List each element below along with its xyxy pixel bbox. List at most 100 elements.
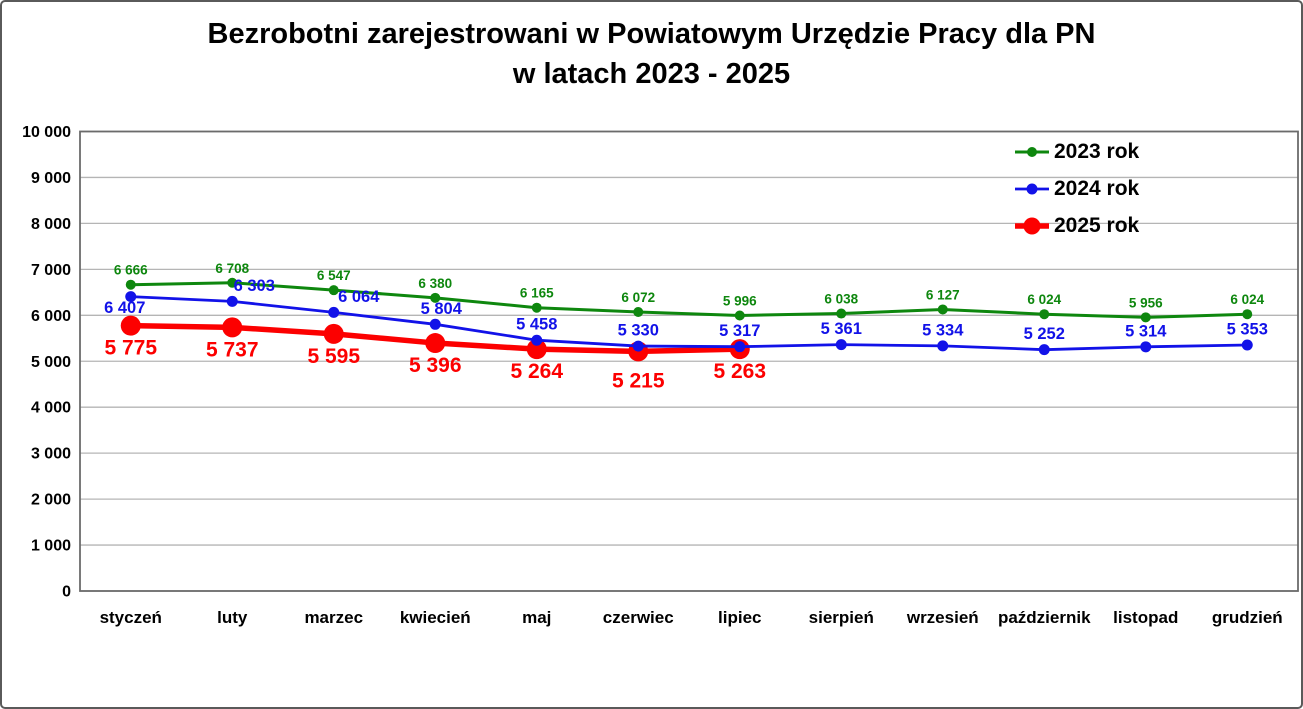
data-point-2023-rok (1242, 309, 1253, 320)
y-tick-label: 6 000 (31, 308, 71, 325)
x-tick-label: październik (998, 608, 1091, 627)
series-line-2023-rok (130, 281, 1248, 319)
data-point-2024-rok (328, 306, 340, 318)
data-point-2023-rok (734, 310, 745, 321)
legend-item-2025-rok: 2025 rok (1013, 207, 1139, 244)
data-point-2024-rok (937, 340, 949, 352)
data-point-2024-rok (226, 295, 238, 307)
chart-title-line2: w latach 2023 - 2025 (512, 58, 791, 90)
x-tick-label: grudzień (1212, 608, 1283, 627)
data-label: 5 314 (1125, 322, 1167, 340)
data-label: 5 458 (516, 316, 557, 334)
data-point-2024-rok (835, 339, 847, 351)
y-tick-label: 7 000 (31, 262, 71, 279)
data-label: 6 038 (824, 292, 858, 307)
data-label: 5 317 (719, 322, 760, 340)
data-point-2024-rok (734, 341, 746, 353)
legend-label: 2024 rok (1054, 176, 1140, 200)
data-label: 6 127 (926, 287, 960, 302)
data-label: 5 396 (409, 354, 462, 377)
data-label: 6 303 (234, 277, 275, 295)
y-tick-label: 5 000 (31, 354, 71, 371)
legend-label: 2025 rok (1054, 213, 1140, 237)
data-label: 6 666 (114, 263, 148, 278)
data-point-2024-rok (429, 318, 441, 330)
data-label: 6 380 (418, 276, 452, 291)
data-label: 6 547 (317, 268, 351, 283)
x-tick-label: styczeń (100, 608, 162, 627)
x-tick-label: marzec (304, 608, 363, 627)
legend-marker-icon (1015, 217, 1049, 234)
data-point-2024-rok (1038, 344, 1050, 356)
data-label: 5 737 (206, 338, 259, 361)
y-tick-label: 3 000 (31, 446, 71, 463)
data-label: 6 024 (1027, 292, 1061, 307)
y-tick-label: 4 000 (31, 400, 71, 417)
data-point-2023-rok (1039, 309, 1050, 320)
data-point-2023-rok (836, 308, 847, 319)
data-point-2024-rok (1241, 339, 1253, 351)
series-line-2024-rok (130, 295, 1248, 352)
x-tick-label: sierpień (809, 608, 874, 627)
data-label: 5 595 (307, 345, 360, 368)
legend-label: 2023 rok (1054, 139, 1140, 163)
data-point-2023-rok (531, 302, 542, 313)
x-tick-label: listopad (1113, 608, 1178, 627)
y-tick-label: 1 000 (31, 538, 71, 555)
data-label: 6 064 (338, 288, 380, 306)
data-label: 5 252 (1024, 325, 1065, 343)
x-tick-label: lipiec (718, 608, 761, 627)
data-point-2023-rok (328, 285, 339, 296)
data-label: 5 330 (618, 322, 659, 340)
chart-title-line1: Bezrobotni zarejestrowani w Powiatowym U… (207, 18, 1096, 50)
legend-marker-icon (1015, 146, 1049, 157)
data-label: 5 804 (421, 300, 463, 318)
data-label: 6 024 (1230, 292, 1264, 307)
chart-title: Bezrobotni zarejestrowani w Powiatowym U… (2, 14, 1301, 94)
plot-border (79, 130, 1299, 592)
data-point-2023-rok (1140, 312, 1151, 323)
data-point-2023-rok (227, 277, 238, 288)
y-tick-label: 2 000 (31, 492, 71, 509)
data-label: 5 353 (1227, 321, 1268, 339)
data-point-2024-rok (125, 291, 137, 303)
data-label: 5 264 (510, 360, 563, 383)
data-point-2025-rok (323, 323, 344, 344)
data-label: 6 072 (621, 290, 655, 305)
x-tick-label: kwiecień (400, 608, 471, 627)
legend-item-2023-rok: 2023 rok (1013, 133, 1139, 170)
data-point-2023-rok (937, 304, 948, 315)
legend: 2023 rok 2024 rok 2025 rok (1013, 133, 1139, 244)
data-point-2025-rok (526, 339, 547, 360)
data-label: 5 996 (723, 293, 757, 308)
data-label: 6 708 (215, 261, 249, 276)
y-tick-label: 10 000 (22, 124, 71, 141)
data-point-2025-rok (222, 317, 243, 338)
data-label: 5 215 (612, 369, 665, 392)
legend-item-2024-rok: 2024 rok (1013, 170, 1139, 207)
data-point-2025-rok (425, 333, 446, 354)
x-tick-label: luty (217, 608, 248, 627)
y-tick-label: 8 000 (31, 216, 71, 233)
data-label: 5 263 (713, 360, 766, 383)
data-point-2023-rok (633, 306, 644, 317)
data-point-2023-rok (125, 279, 136, 290)
data-point-2025-rok (120, 315, 141, 336)
legend-marker-icon (1015, 183, 1049, 194)
x-tick-label: maj (522, 608, 551, 627)
data-point-2024-rok (531, 334, 543, 346)
y-tick-label: 9 000 (31, 170, 71, 187)
data-label: 6 407 (104, 299, 145, 317)
data-point-2023-rok (430, 292, 441, 303)
data-label: 5 334 (922, 321, 964, 339)
data-point-2024-rok (1140, 341, 1152, 353)
data-label: 5 956 (1129, 295, 1163, 310)
x-tick-label: czerwiec (603, 608, 674, 627)
y-tick-label: 0 (62, 584, 71, 601)
data-label: 6 165 (520, 286, 554, 301)
x-tick-label: wrzesień (906, 608, 979, 627)
data-point-2024-rok (632, 340, 644, 352)
data-label: 5 361 (821, 320, 862, 338)
